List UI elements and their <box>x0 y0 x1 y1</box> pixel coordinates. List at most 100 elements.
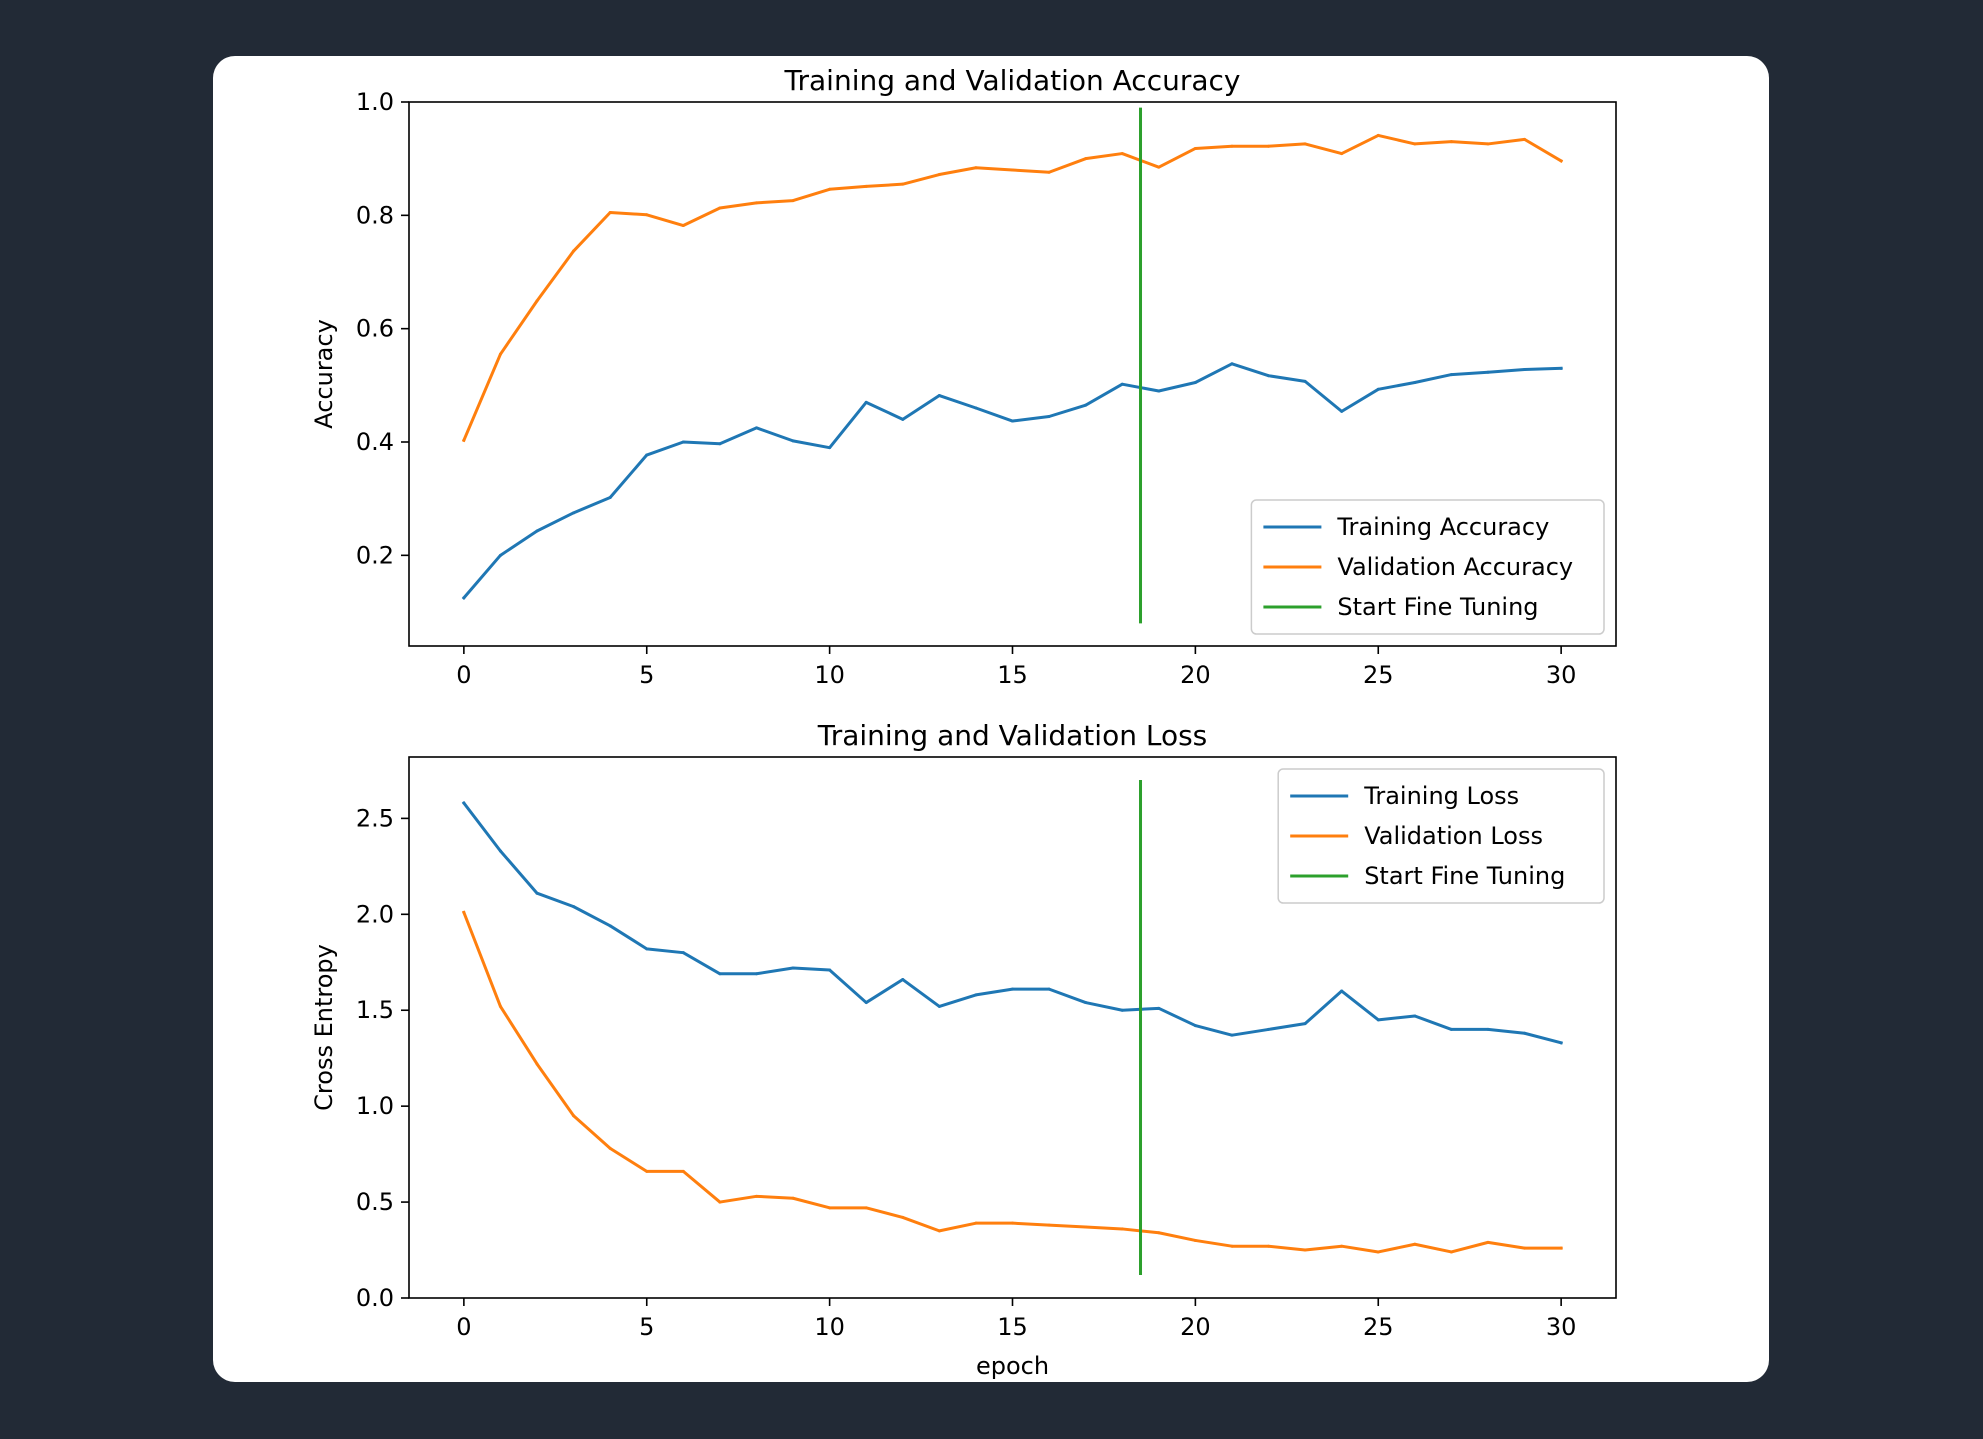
data-point-validation-accuracy <box>1413 142 1417 146</box>
data-point-validation-accuracy <box>462 438 466 442</box>
data-point-training-accuracy <box>1303 379 1307 383</box>
data-point-validation-accuracy <box>1047 170 1051 174</box>
legend-label: Validation Accuracy <box>1337 553 1573 581</box>
data-point-training-loss <box>498 849 502 853</box>
data-point-training-loss <box>828 968 832 972</box>
data-point-training-accuracy <box>1193 381 1197 384</box>
data-point-validation-loss <box>535 1062 539 1066</box>
y-axis-label: Cross Entropy <box>310 944 338 1111</box>
data-point-validation-loss <box>681 1169 685 1173</box>
data-point-training-accuracy <box>1047 415 1051 418</box>
data-point-validation-loss <box>937 1229 941 1233</box>
data-point-validation-accuracy <box>1120 152 1124 156</box>
data-point-validation-accuracy <box>681 224 685 228</box>
data-point-validation-accuracy <box>1340 152 1344 156</box>
data-point-validation-loss <box>1157 1231 1161 1235</box>
data-point-validation-accuracy <box>1449 140 1453 144</box>
x-tick-label: 30 <box>1546 1313 1577 1341</box>
data-point-validation-accuracy <box>1267 144 1271 148</box>
data-point-training-accuracy <box>1011 419 1014 423</box>
data-point-validation-loss <box>498 1004 502 1008</box>
axes-frame <box>408 101 1617 647</box>
data-point-validation-loss <box>1011 1221 1014 1225</box>
data-point-validation-accuracy <box>498 352 502 356</box>
data-point-training-accuracy <box>1523 367 1527 371</box>
data-point-training-accuracy <box>1084 403 1088 407</box>
data-point-training-loss <box>1523 1031 1527 1035</box>
data-point-training-accuracy <box>1340 409 1344 413</box>
data-point-validation-accuracy <box>1193 146 1197 150</box>
data-point-validation-accuracy <box>864 184 868 188</box>
data-point-training-loss <box>1559 1041 1563 1045</box>
data-point-validation-loss <box>1340 1244 1344 1248</box>
data-point-training-loss <box>1047 987 1051 991</box>
x-tick-label: 30 <box>1546 661 1577 689</box>
legend-label: Validation Loss <box>1364 822 1543 850</box>
data-point-validation-loss <box>608 1146 612 1150</box>
data-point-validation-accuracy <box>608 211 612 214</box>
plot-area <box>461 107 1564 624</box>
data-point-validation-loss <box>1413 1242 1417 1246</box>
x-axis-label: epoch <box>976 1352 1049 1380</box>
data-point-validation-loss <box>462 910 466 914</box>
x-tick-label: 25 <box>1363 661 1394 689</box>
y-tick-label: 0.5 <box>356 1188 394 1216</box>
data-point-training-loss <box>1449 1027 1453 1031</box>
y-tick-label: 1.0 <box>356 88 394 116</box>
data-point-training-accuracy <box>974 406 978 410</box>
data-point-validation-accuracy <box>974 166 978 170</box>
data-point-training-loss <box>1486 1027 1490 1031</box>
legend-label: Start Fine Tuning <box>1337 593 1538 621</box>
legend-label: Start Fine Tuning <box>1364 862 1565 890</box>
data-point-training-accuracy <box>1376 387 1380 391</box>
data-point-training-accuracy <box>681 440 685 444</box>
data-point-training-loss <box>572 905 576 909</box>
data-point-validation-accuracy <box>1157 165 1161 169</box>
data-point-training-loss <box>535 891 539 895</box>
data-point-training-loss <box>1340 989 1344 993</box>
data-point-training-accuracy <box>864 400 868 404</box>
legend-box <box>1277 768 1605 904</box>
data-point-validation-loss <box>1230 1244 1234 1248</box>
data-point-training-accuracy <box>937 394 941 398</box>
legend-box <box>1250 499 1605 635</box>
data-point-validation-accuracy <box>718 206 722 210</box>
y-tick-label: 1.5 <box>356 996 394 1024</box>
data-point-validation-accuracy <box>1523 137 1527 141</box>
legend-label: Training Loss <box>1363 782 1519 810</box>
data-point-training-accuracy <box>645 453 649 457</box>
data-point-validation-loss <box>1376 1250 1380 1254</box>
data-point-training-accuracy <box>1120 382 1124 386</box>
x-tick-label: 20 <box>1180 661 1211 689</box>
data-point-training-accuracy <box>1559 366 1563 370</box>
data-point-training-loss <box>1157 1006 1161 1010</box>
data-point-training-accuracy <box>718 442 722 446</box>
data-point-training-accuracy <box>828 446 832 450</box>
data-point-training-accuracy <box>901 417 905 421</box>
data-point-training-loss <box>864 1001 868 1005</box>
data-point-training-accuracy <box>535 529 539 533</box>
data-point-validation-accuracy <box>1486 142 1490 146</box>
data-point-validation-accuracy <box>1303 142 1307 146</box>
data-point-training-accuracy <box>1267 374 1271 378</box>
data-point-training-loss <box>1413 1014 1417 1018</box>
data-point-validation-loss <box>754 1194 758 1198</box>
data-point-training-accuracy <box>791 439 795 443</box>
data-point-training-loss <box>1011 987 1014 991</box>
data-point-validation-loss <box>1193 1238 1197 1242</box>
data-point-training-loss <box>1230 1033 1234 1037</box>
data-point-training-accuracy <box>462 596 466 600</box>
y-tick-label: 0.2 <box>356 541 394 569</box>
data-point-training-accuracy <box>1230 362 1234 366</box>
y-tick-label: 1.0 <box>356 1092 394 1120</box>
data-point-validation-loss <box>718 1200 722 1204</box>
y-tick-label: 2.0 <box>356 900 394 928</box>
data-point-training-loss <box>608 924 612 928</box>
data-point-validation-accuracy <box>754 201 758 205</box>
data-point-validation-accuracy <box>791 199 795 203</box>
data-point-validation-loss <box>864 1206 868 1210</box>
data-point-training-accuracy <box>498 553 502 557</box>
data-point-training-accuracy <box>1449 373 1453 377</box>
data-point-validation-accuracy <box>1559 159 1563 163</box>
data-point-validation-accuracy <box>1011 168 1014 172</box>
